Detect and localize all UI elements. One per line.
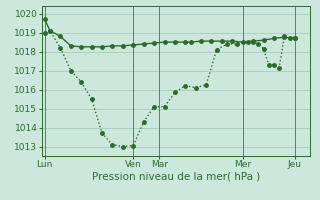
X-axis label: Pression niveau de la mer( hPa ): Pression niveau de la mer( hPa ) (92, 172, 260, 182)
